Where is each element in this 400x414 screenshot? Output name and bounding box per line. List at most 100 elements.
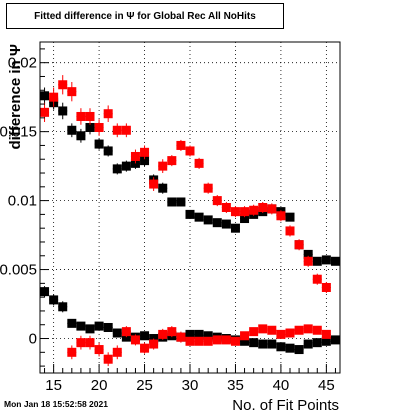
data-point bbox=[94, 321, 104, 331]
data-point bbox=[140, 156, 150, 166]
data-point bbox=[112, 164, 122, 174]
data-point bbox=[140, 147, 150, 157]
data-point bbox=[76, 131, 86, 141]
x-tick-label: 20 bbox=[91, 377, 108, 394]
data-point bbox=[112, 347, 122, 357]
data-point bbox=[176, 140, 186, 150]
data-point bbox=[294, 345, 304, 355]
chart-title: Fitted difference in Ψ for Global Rec Al… bbox=[6, 3, 284, 29]
data-point bbox=[203, 331, 213, 341]
data-point bbox=[321, 282, 331, 292]
data-point bbox=[185, 336, 195, 346]
data-point bbox=[194, 329, 204, 339]
y-tick-label: 0 bbox=[29, 331, 37, 348]
data-point bbox=[303, 339, 313, 349]
data-point bbox=[258, 324, 268, 334]
data-point bbox=[158, 161, 168, 171]
data-point bbox=[149, 179, 159, 189]
data-point bbox=[140, 343, 150, 353]
data-point bbox=[212, 335, 222, 345]
data-point bbox=[249, 338, 259, 348]
data-point bbox=[240, 207, 250, 217]
data-point bbox=[158, 183, 168, 193]
data-point bbox=[167, 197, 177, 207]
y-tick-label: 0.01 bbox=[8, 193, 37, 210]
data-point bbox=[130, 335, 140, 345]
data-point bbox=[212, 196, 222, 206]
data-point bbox=[40, 91, 50, 101]
y-tick-label: 0.005 bbox=[0, 262, 37, 279]
series-2 bbox=[40, 75, 331, 294]
x-tick-label: 25 bbox=[136, 377, 153, 394]
data-point bbox=[294, 240, 304, 250]
data-point bbox=[303, 249, 313, 259]
data-point bbox=[221, 219, 231, 229]
y-tick-label: 0.015 bbox=[0, 124, 37, 141]
data-point bbox=[140, 331, 150, 341]
data-point bbox=[58, 302, 68, 312]
data-point bbox=[330, 256, 340, 266]
y-tick-label: 0.02 bbox=[8, 55, 37, 72]
data-point bbox=[76, 338, 86, 348]
data-point bbox=[67, 347, 77, 357]
data-point bbox=[185, 209, 195, 219]
data-point bbox=[49, 92, 59, 102]
data-point bbox=[258, 339, 268, 349]
x-tick-label: 30 bbox=[182, 377, 199, 394]
data-point bbox=[203, 336, 213, 346]
timestamp: Mon Jan 18 15:52:58 2021 bbox=[4, 399, 108, 409]
data-point bbox=[103, 354, 113, 364]
data-point bbox=[94, 345, 104, 355]
data-point bbox=[312, 256, 322, 266]
data-point bbox=[85, 324, 95, 334]
data-point bbox=[267, 339, 277, 349]
data-point bbox=[112, 328, 122, 338]
data-point bbox=[121, 327, 131, 337]
y-axis-title: difference in Ψ bbox=[7, 44, 24, 150]
x-axis-title: No. of Fit Points bbox=[232, 397, 339, 414]
data-point bbox=[103, 322, 113, 332]
data-point bbox=[194, 212, 204, 222]
tick-labels: 15 20 25 30 35 40 45 0 0.005 0.01 0.015 0.02 bbox=[0, 55, 335, 394]
data-point bbox=[258, 203, 268, 212]
data-point bbox=[67, 87, 77, 97]
data-point bbox=[285, 343, 295, 353]
data-point bbox=[130, 151, 140, 161]
data-point bbox=[230, 223, 240, 233]
data-point bbox=[276, 211, 286, 221]
data-point bbox=[76, 111, 86, 121]
data-point bbox=[40, 287, 50, 297]
data-point bbox=[67, 125, 77, 135]
data-point bbox=[240, 336, 250, 346]
data-point bbox=[121, 125, 131, 135]
data-point bbox=[285, 328, 295, 338]
data-point bbox=[85, 111, 95, 121]
data-point bbox=[58, 80, 68, 90]
data-point bbox=[267, 325, 277, 335]
data-point bbox=[76, 321, 86, 331]
data-point bbox=[94, 139, 104, 149]
data-point bbox=[276, 342, 286, 352]
data-point bbox=[167, 156, 177, 166]
data-marks bbox=[40, 75, 340, 367]
x-tick-label: 40 bbox=[273, 377, 290, 394]
data-point bbox=[321, 336, 331, 346]
data-point bbox=[121, 161, 131, 171]
data-point bbox=[185, 329, 195, 339]
x-tick-label: 35 bbox=[227, 377, 244, 394]
data-point bbox=[203, 183, 213, 193]
data-point bbox=[194, 336, 204, 346]
data-point bbox=[167, 327, 177, 337]
data-point bbox=[312, 274, 322, 284]
data-point bbox=[303, 256, 313, 266]
data-point bbox=[303, 324, 313, 334]
data-point bbox=[185, 146, 195, 156]
data-point bbox=[276, 329, 286, 339]
data-point bbox=[249, 327, 259, 337]
data-point bbox=[221, 203, 231, 212]
data-point bbox=[203, 215, 213, 225]
data-point bbox=[321, 255, 331, 265]
data-point bbox=[85, 338, 95, 348]
data-point bbox=[103, 109, 113, 119]
data-point bbox=[294, 325, 304, 335]
